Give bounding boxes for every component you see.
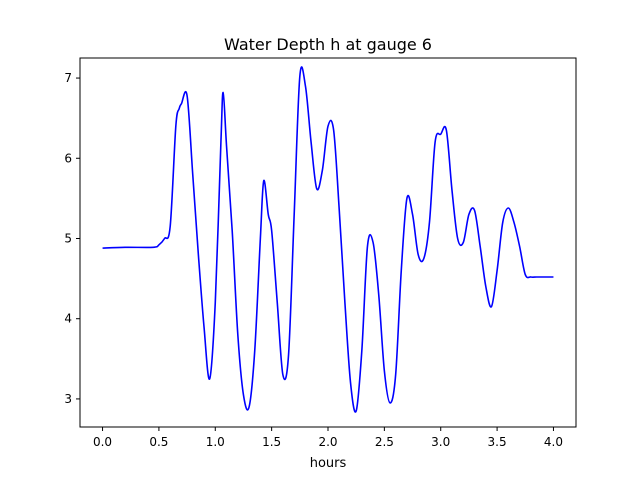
- chart-title: Water Depth h at gauge 6: [224, 35, 432, 54]
- series-line-0: [102, 66, 554, 413]
- y-axis-ticks: 3 4 5 6 7: [64, 71, 80, 406]
- y-tick-label: 7: [64, 71, 72, 85]
- x-tick-label: 1.0: [206, 435, 225, 449]
- x-tick-label: 4.0: [544, 435, 563, 449]
- x-tick-label: 2.0: [318, 435, 337, 449]
- x-tick-label: 3.5: [488, 435, 507, 449]
- x-tick-label: 0.5: [149, 435, 168, 449]
- series-layer: [102, 66, 554, 413]
- x-axis-ticks: 0.0 0.5 1.0 1.5 2.0 2.5 3.0 3.5 4.0: [93, 427, 563, 449]
- y-tick-label: 6: [64, 151, 72, 165]
- x-tick-label: 0.0: [93, 435, 112, 449]
- y-tick-label: 5: [64, 231, 72, 245]
- y-tick-label: 4: [64, 312, 72, 326]
- y-tick-label: 3: [64, 392, 72, 406]
- x-tick-label: 2.5: [375, 435, 394, 449]
- x-tick-label: 1.5: [262, 435, 281, 449]
- x-tick-label: 3.0: [431, 435, 450, 449]
- x-axis-label: hours: [310, 456, 347, 471]
